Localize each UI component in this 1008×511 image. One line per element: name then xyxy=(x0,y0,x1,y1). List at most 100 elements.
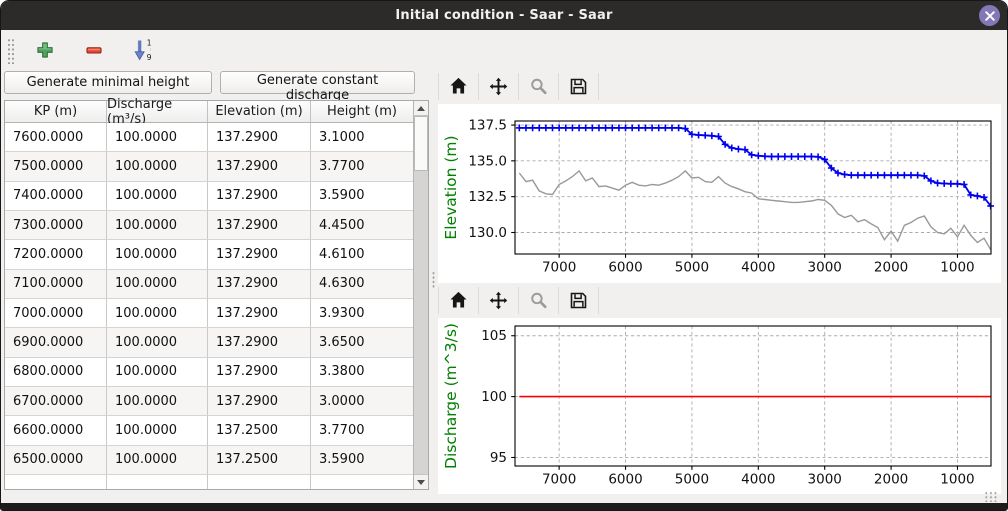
table-cell[interactable]: 100.0000 xyxy=(107,152,208,180)
table-cell[interactable]: 100.0000 xyxy=(107,358,208,386)
scrollbar-thumb[interactable] xyxy=(414,116,428,171)
table-cell[interactable]: 7500.0000 xyxy=(5,152,107,180)
table-cell[interactable]: 137.2900 xyxy=(208,123,311,151)
table-row[interactable]: 7100.0000100.0000137.29004.6300 xyxy=(5,270,413,299)
table-row[interactable]: 6900.0000100.0000137.29003.6500 xyxy=(5,328,413,357)
column-header-kp[interactable]: KP (m) xyxy=(5,101,107,122)
table-cell[interactable]: 137.2900 xyxy=(208,328,311,356)
table-cell[interactable]: 7200.0000 xyxy=(5,240,107,268)
table-cell[interactable]: 137.2900 xyxy=(208,182,311,210)
toolbar-drag-handle[interactable] xyxy=(7,38,15,64)
table-cell[interactable]: 6700.0000 xyxy=(5,387,107,415)
table-cell[interactable]: 3.7700 xyxy=(311,152,413,180)
table-cell[interactable]: 100.0000 xyxy=(107,446,208,474)
magnifier-button[interactable] xyxy=(519,286,558,314)
table-row[interactable] xyxy=(5,475,413,489)
table-cell[interactable]: 137.2900 xyxy=(208,211,311,239)
table-row[interactable]: 6800.0000100.0000137.29003.3800 xyxy=(5,358,413,387)
home-button[interactable] xyxy=(439,72,478,100)
remove-row-button[interactable] xyxy=(81,37,107,63)
table-cell[interactable]: 100.0000 xyxy=(107,240,208,268)
table-cell[interactable]: 7300.0000 xyxy=(5,211,107,239)
sort-rows-button[interactable]: 1 ⋮ 9 xyxy=(127,37,161,63)
table-row[interactable]: 6700.0000100.0000137.29003.0000 xyxy=(5,387,413,416)
table-cell[interactable]: 7100.0000 xyxy=(5,270,107,298)
floppy-save-button[interactable] xyxy=(559,72,598,100)
table-row[interactable]: 7000.0000100.0000137.29003.9300 xyxy=(5,299,413,328)
table-cell[interactable]: 137.2500 xyxy=(208,416,311,444)
table-cell[interactable]: 6800.0000 xyxy=(5,358,107,386)
magnifier-icon xyxy=(528,76,549,97)
generate-minimal-height-button[interactable]: Generate minimal height xyxy=(4,71,212,94)
svg-text:1000: 1000 xyxy=(940,472,974,488)
table-cell[interactable]: 7400.0000 xyxy=(5,182,107,210)
add-row-button[interactable] xyxy=(32,37,58,63)
table-cell[interactable]: 3.1000 xyxy=(311,123,413,151)
pane-splitter[interactable] xyxy=(429,67,438,492)
svg-text:9: 9 xyxy=(147,53,152,62)
table-cell[interactable]: 6900.0000 xyxy=(5,328,107,356)
table-cell[interactable]: 100.0000 xyxy=(107,299,208,327)
table-row[interactable]: 7300.0000100.0000137.29004.4500 xyxy=(5,211,413,240)
table-cell[interactable]: 100.0000 xyxy=(107,270,208,298)
close-button[interactable] xyxy=(979,5,1000,26)
table-cell[interactable]: 3.3800 xyxy=(311,358,413,386)
table-cell[interactable]: 137.2900 xyxy=(208,240,311,268)
generate-constant-discharge-button[interactable]: Generate constant discharge xyxy=(220,71,415,94)
table-cell[interactable]: 137.2500 xyxy=(208,446,311,474)
splitter-grip-icon xyxy=(431,271,436,289)
table-cell[interactable] xyxy=(5,475,107,489)
table-scrollbar[interactable] xyxy=(413,101,428,489)
table-cell[interactable]: 4.4500 xyxy=(311,211,413,239)
table-cell[interactable]: 100.0000 xyxy=(107,328,208,356)
table-cell[interactable]: 7600.0000 xyxy=(5,123,107,151)
table-cell[interactable]: 137.2900 xyxy=(208,270,311,298)
table-cell[interactable]: 4.6100 xyxy=(311,240,413,268)
scrollbar-up-button[interactable] xyxy=(414,101,428,116)
titlebar[interactable]: Initial condition - Saar - Saar xyxy=(1,1,1007,30)
column-header-height[interactable]: Height (m) xyxy=(311,101,413,122)
table-cell[interactable]: 137.2900 xyxy=(208,299,311,327)
column-header-elevation[interactable]: Elevation (m) xyxy=(208,101,311,122)
move-button[interactable] xyxy=(479,286,518,314)
svg-text:2000: 2000 xyxy=(874,260,908,276)
table-cell[interactable]: 3.0000 xyxy=(311,387,413,415)
table-cell[interactable]: 137.2900 xyxy=(208,152,311,180)
table-row[interactable]: 7400.0000100.0000137.29003.5900 xyxy=(5,182,413,211)
initial-condition-table: KP (m) Discharge (m³/s) Elevation (m) He… xyxy=(4,100,429,490)
table-cell[interactable]: 3.5900 xyxy=(311,446,413,474)
table-cell[interactable]: 3.9300 xyxy=(311,299,413,327)
table-row[interactable]: 6500.0000100.0000137.25003.5900 xyxy=(5,446,413,475)
discharge-plot[interactable]: 700060005000400030002000100010510095Disc… xyxy=(438,318,1001,494)
table-cell[interactable]: 100.0000 xyxy=(107,182,208,210)
table-row[interactable]: 7200.0000100.0000137.29004.6100 xyxy=(5,240,413,269)
table-cell[interactable]: 100.0000 xyxy=(107,387,208,415)
table-cell[interactable]: 3.5900 xyxy=(311,182,413,210)
table-cell[interactable] xyxy=(208,475,311,489)
table-cell[interactable] xyxy=(311,475,413,489)
table-cell[interactable]: 3.6500 xyxy=(311,328,413,356)
elevation-plot[interactable]: 7000600050004000300020001000137.5135.013… xyxy=(438,104,1001,283)
floppy-save-button[interactable] xyxy=(559,286,598,314)
table-cell[interactable]: 100.0000 xyxy=(107,123,208,151)
table-cell[interactable]: 137.2900 xyxy=(208,358,311,386)
table-cell[interactable]: 7000.0000 xyxy=(5,299,107,327)
table-cell[interactable]: 6500.0000 xyxy=(5,446,107,474)
table-cell[interactable]: 6600.0000 xyxy=(5,416,107,444)
table-cell[interactable]: 100.0000 xyxy=(107,211,208,239)
table-row[interactable]: 7600.0000100.0000137.29003.1000 xyxy=(5,123,413,152)
table-row[interactable]: 6600.0000100.0000137.25003.7700 xyxy=(5,416,413,445)
column-header-discharge[interactable]: Discharge (m³/s) xyxy=(107,101,208,122)
resize-grip[interactable] xyxy=(984,491,998,502)
table-row[interactable]: 7500.0000100.0000137.29003.7700 xyxy=(5,152,413,181)
table-cell[interactable]: 137.2900 xyxy=(208,387,311,415)
table-cell[interactable] xyxy=(107,475,208,489)
home-button[interactable] xyxy=(439,286,478,314)
table-cell[interactable]: 3.7700 xyxy=(311,416,413,444)
svg-text:1: 1 xyxy=(147,39,152,48)
move-button[interactable] xyxy=(479,72,518,100)
scrollbar-down-button[interactable] xyxy=(414,474,428,489)
table-cell[interactable]: 4.6300 xyxy=(311,270,413,298)
table-cell[interactable]: 100.0000 xyxy=(107,416,208,444)
magnifier-button[interactable] xyxy=(519,72,558,100)
